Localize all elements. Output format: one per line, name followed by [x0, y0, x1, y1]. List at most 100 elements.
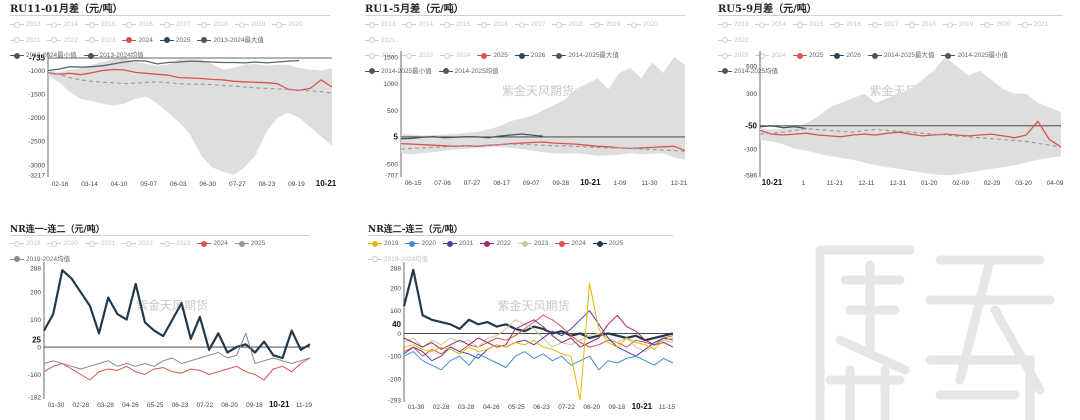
legend-marker-icon	[84, 240, 99, 248]
legend-item[interactable]: 2017	[159, 18, 191, 31]
legend-item[interactable]: 2021	[10, 34, 40, 47]
legend-item[interactable]: 2013-2024最小值	[10, 49, 77, 62]
legend-item[interactable]: 2021	[442, 237, 473, 250]
x-tick-label: 03-14	[81, 181, 98, 188]
series-line-2024	[47, 68, 333, 91]
legend-item[interactable]: 2020	[980, 18, 1011, 31]
legend-label: 2017	[175, 21, 191, 28]
legend-item[interactable]: 2019	[942, 18, 973, 31]
legend-item[interactable]: 2020	[627, 18, 658, 31]
legend-marker-icon	[592, 240, 607, 248]
legend-item[interactable]: 2022	[718, 34, 748, 47]
legend-item[interactable]: 2025	[159, 34, 190, 47]
legend-item[interactable]: 2013	[365, 18, 395, 31]
chart-plot: 紫金天风期货 288 200 100 40 0 -100 -200 -293 01-30 02-28…	[388, 262, 675, 411]
legend-item[interactable]: 2024	[197, 237, 228, 250]
legend-label: 2025	[808, 52, 824, 59]
legend-item[interactable]: 2026	[830, 49, 861, 62]
legend-item[interactable]: 2022	[47, 34, 78, 47]
y-tick-label: -2500	[28, 139, 45, 146]
x-tick-label: 02-16	[52, 181, 69, 188]
legend-item[interactable]: 2017	[514, 18, 545, 31]
legend-item[interactable]: 2025	[592, 237, 623, 250]
legend-item[interactable]: 2026	[514, 49, 545, 62]
legend-item[interactable]: 2015	[439, 18, 471, 31]
legend-item[interactable]: 2023	[718, 49, 748, 62]
legend-item[interactable]: 2019	[234, 18, 265, 31]
legend-item[interactable]: 2025	[792, 49, 824, 62]
x-tick-label: 09-28	[552, 180, 569, 187]
chart-panel-ru11-01: RU11-01月差（元/吨） 2013 2014 2015 2016 2017 2018 2…	[10, 0, 336, 195]
legend-item[interactable]: 2014-2025最小值	[941, 49, 1008, 62]
legend-item[interactable]: 2014	[755, 18, 786, 31]
legend-item[interactable]: 2013-2024最大值	[197, 34, 264, 47]
legend-item[interactable]: 2019-2024均值	[10, 253, 70, 266]
x-tick-label: 04-09	[1047, 180, 1064, 187]
legend-item[interactable]: 2022	[480, 237, 511, 250]
legend-item[interactable]: 2023	[84, 34, 115, 47]
legend-item[interactable]: 2019	[368, 237, 398, 250]
legend-item[interactable]: 2014-2025最大值	[552, 49, 619, 62]
legend-item[interactable]: 2018	[905, 18, 936, 31]
legend-item[interactable]: 2018	[552, 18, 583, 31]
legend-marker-icon	[365, 36, 379, 44]
x-tick-label: 06-15	[405, 180, 422, 187]
legend-label: 2020	[421, 240, 436, 247]
legend-item[interactable]: 2016	[830, 18, 861, 31]
legend-item[interactable]: 2021	[1017, 18, 1048, 31]
legend-item[interactable]: 2022	[122, 237, 153, 250]
legend-item[interactable]: 2019-2024均值	[368, 253, 428, 266]
legend-marker-icon	[477, 21, 492, 29]
legend-item[interactable]: 2013	[718, 18, 748, 31]
legend-item[interactable]: 2014-2025均值	[438, 65, 499, 78]
legend-item[interactable]: 2023	[517, 237, 548, 250]
legend-marker-icon	[159, 21, 174, 29]
x-tick-label: 01-30	[408, 404, 425, 411]
legend-item[interactable]: 2022	[365, 49, 395, 62]
legend-marker-icon	[272, 21, 287, 29]
x-tick-label: 12-21	[671, 180, 688, 187]
legend-marker-icon	[792, 21, 807, 29]
legend-item[interactable]: 2023	[159, 237, 190, 250]
legend-item[interactable]: 2021	[365, 34, 395, 47]
series-line-2025	[400, 141, 686, 152]
legend-item[interactable]: 2024	[555, 237, 586, 250]
range-band	[401, 57, 685, 160]
legend-item[interactable]: 2024	[122, 34, 153, 47]
legend-item[interactable]: 2014-2025最小值	[365, 65, 432, 78]
y-tick-label: 40	[392, 320, 401, 329]
legend-item[interactable]: 2013	[10, 18, 40, 31]
legend-item[interactable]: 2024	[439, 49, 470, 62]
legend-item[interactable]: 2021	[84, 237, 115, 250]
legend-label: 2015	[455, 21, 471, 28]
legend-item[interactable]: 2015	[792, 18, 823, 31]
legend-item[interactable]: 2020	[272, 18, 303, 31]
legend-item[interactable]: 2016	[477, 18, 508, 31]
legend-item[interactable]: 2014	[402, 18, 433, 31]
legend-item[interactable]: 2019	[589, 18, 620, 31]
legend-marker-icon	[159, 240, 174, 248]
legend-marker-icon	[718, 21, 732, 29]
legend-item[interactable]: 2014-2025最大值	[867, 49, 934, 62]
legend-label: 2014-2025最小值	[957, 52, 1009, 59]
legend-item[interactable]: 2014-2025均值	[718, 65, 778, 78]
legend-label: 2013-2024均值	[99, 52, 144, 59]
series-line-均值	[43, 332, 311, 370]
y-tick-label: 500	[387, 108, 398, 115]
legend-item[interactable]: 2018	[197, 18, 228, 31]
legend-marker-icon	[47, 21, 62, 29]
legend-item[interactable]: 2015	[84, 18, 115, 31]
legend-item[interactable]: 2020	[405, 237, 436, 250]
legend-item[interactable]: 2016	[122, 18, 153, 31]
legend-item[interactable]: 2025	[477, 49, 508, 62]
legend-item[interactable]: 2014	[47, 18, 78, 31]
legend-marker-icon	[942, 21, 957, 29]
legend-item[interactable]: 2017	[867, 18, 899, 31]
legend-label: 2017	[883, 21, 899, 28]
legend-item[interactable]: 2025	[234, 237, 265, 250]
legend-label: 2024	[571, 240, 586, 247]
legend-item[interactable]: 2020	[47, 237, 78, 250]
legend-item[interactable]: 2019	[10, 237, 40, 250]
legend-item[interactable]: 2023	[402, 49, 433, 62]
y-tick-label: 600	[746, 64, 757, 71]
